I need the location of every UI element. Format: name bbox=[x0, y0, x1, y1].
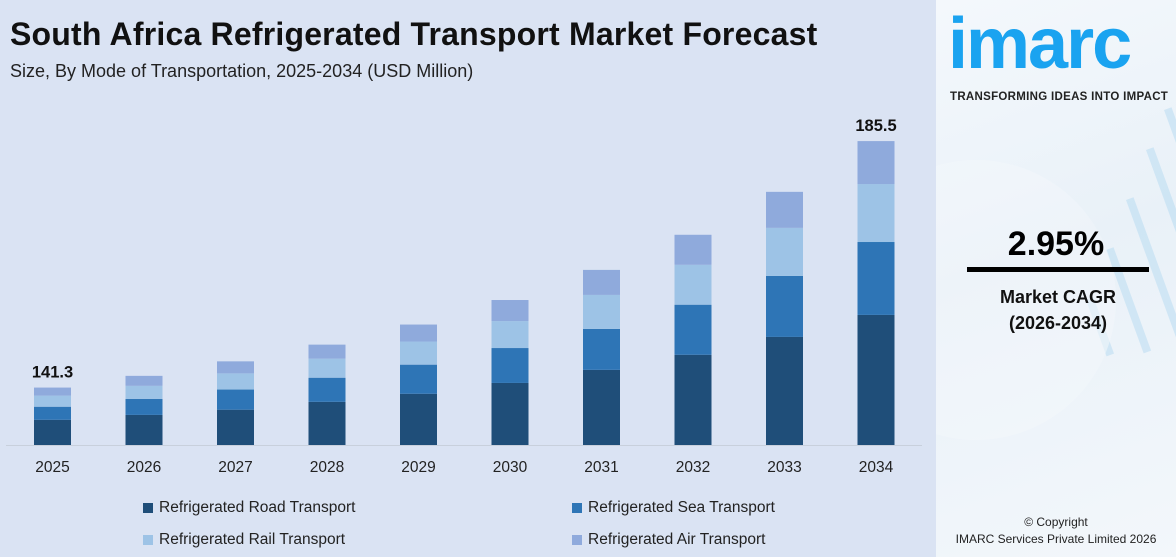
bar-segment-2030-2 bbox=[491, 321, 529, 349]
x-tick-label: 2031 bbox=[584, 459, 618, 476]
legend-swatch bbox=[572, 535, 582, 545]
legend-item-air: Refrigerated Air Transport bbox=[572, 531, 765, 549]
chart-panel: South Africa Refrigerated Transport Mark… bbox=[6, 16, 922, 549]
cagr-label-text: Market CAGR bbox=[999, 287, 1117, 307]
x-tick-label: 2033 bbox=[767, 459, 801, 476]
bar-segment-2032-0 bbox=[674, 354, 712, 445]
bar-segment-2029-2 bbox=[400, 341, 437, 365]
bar-segment-2031-3 bbox=[583, 269, 620, 295]
bar-segment-2034-1 bbox=[857, 242, 895, 315]
bar-segment-2027-1 bbox=[217, 389, 254, 410]
legend-swatch bbox=[143, 503, 153, 513]
legend-label: Refrigerated Air Transport bbox=[588, 531, 766, 548]
copyright-text: © Copyright bbox=[1024, 515, 1088, 529]
bar-segment-2033-3 bbox=[766, 191, 803, 228]
company-name: IMARC Services Private Limited 2026 bbox=[955, 532, 1157, 546]
bar-segment-2031-2 bbox=[583, 294, 620, 329]
bar-segment-2031-1 bbox=[583, 328, 620, 370]
chart-subtitle: Size, By Mode of Transportation, 2025-20… bbox=[10, 61, 474, 81]
bar-segment-2027-2 bbox=[217, 373, 254, 390]
cagr-value: 2.95% bbox=[1007, 225, 1105, 263]
legend-label: Refrigerated Sea Transport bbox=[588, 499, 775, 516]
stacked-bar-chart: 2025 141.3 2026 2027 2028 2029 2030 2031 2032 203… bbox=[6, 117, 922, 476]
bar-segment-2028-3 bbox=[308, 344, 346, 359]
bar-segment-2033-0 bbox=[766, 336, 803, 445]
x-tick-label: 2027 bbox=[218, 459, 252, 476]
x-tick-label: 2028 bbox=[310, 459, 344, 476]
bar-segment-2028-0 bbox=[308, 401, 346, 445]
legend-item-sea: Refrigerated Sea Transport bbox=[572, 499, 775, 517]
bar-segment-2026-1 bbox=[125, 398, 163, 415]
x-tick-label: 2034 bbox=[859, 459, 894, 476]
bar-segment-2028-1 bbox=[308, 377, 346, 402]
bar-segment-2034-0 bbox=[857, 314, 895, 445]
x-tick-label: 2032 bbox=[676, 459, 710, 476]
bar-segment-2029-1 bbox=[400, 364, 437, 394]
x-tick-label: 2026 bbox=[127, 459, 161, 476]
legend-label: Refrigerated Road Transport bbox=[159, 499, 356, 516]
legend-item-rail: Refrigerated Rail Transport bbox=[143, 531, 345, 549]
bar-segment-2026-3 bbox=[125, 375, 163, 386]
x-tick-label: 2030 bbox=[493, 459, 528, 476]
bar-segment-2025-3 bbox=[34, 387, 71, 396]
bar-segment-2032-3 bbox=[674, 234, 712, 265]
x-tick-label: 2029 bbox=[401, 459, 435, 476]
bar-segment-2026-2 bbox=[125, 385, 163, 399]
bar-segment-2032-1 bbox=[674, 304, 712, 355]
logo-tagline: TRANSFORMING IDEAS INTO IMPACT bbox=[950, 91, 1169, 103]
bar-segment-2029-0 bbox=[400, 393, 437, 445]
bar-segment-2027-3 bbox=[217, 361, 254, 374]
bar-segment-2029-3 bbox=[400, 324, 437, 342]
bar-segment-2034-3 bbox=[857, 141, 895, 185]
bar-segment-2025-0 bbox=[34, 419, 71, 445]
bar-segment-2027-0 bbox=[217, 409, 254, 445]
x-tick-label: 2025 bbox=[35, 459, 69, 476]
bar-segment-2032-2 bbox=[674, 264, 712, 305]
bar-segment-2030-0 bbox=[491, 382, 529, 445]
bar-segment-2033-1 bbox=[766, 275, 803, 337]
legend-label: Refrigerated Rail Transport bbox=[159, 531, 346, 548]
data-label: 185.5 bbox=[855, 117, 896, 135]
imarc-logo: imarc bbox=[948, 4, 1132, 84]
data-label: 141.3 bbox=[32, 364, 73, 382]
bar-segment-2025-2 bbox=[34, 395, 71, 407]
bar-segment-2033-2 bbox=[766, 227, 803, 276]
bar-segment-2031-0 bbox=[583, 369, 620, 445]
legend-swatch bbox=[572, 503, 582, 513]
cagr-period: (2026-2034) bbox=[1008, 313, 1108, 333]
info-sidebar: imarc TRANSFORMING IDEAS INTO IMPACT 2.9… bbox=[936, 0, 1176, 557]
legend-item-road: Refrigerated Road Transport bbox=[143, 499, 355, 517]
background-chart-graphic bbox=[936, 107, 1176, 440]
legend-swatch bbox=[143, 535, 153, 545]
cagr-divider bbox=[967, 267, 1149, 272]
bar-segment-2030-1 bbox=[491, 348, 529, 383]
copyright: © Copyright IMARC Services Private Limit… bbox=[936, 514, 1176, 548]
chart-title: South Africa Refrigerated Transport Mark… bbox=[10, 16, 818, 52]
bar-segment-2034-2 bbox=[857, 184, 895, 243]
bar-segment-2030-3 bbox=[491, 300, 529, 322]
bar-segment-2025-1 bbox=[34, 406, 71, 420]
bar-segment-2028-2 bbox=[308, 358, 346, 378]
bar-segment-2026-0 bbox=[125, 414, 163, 445]
cagr-label: Market CAGR (2026-2034) bbox=[936, 284, 1176, 336]
